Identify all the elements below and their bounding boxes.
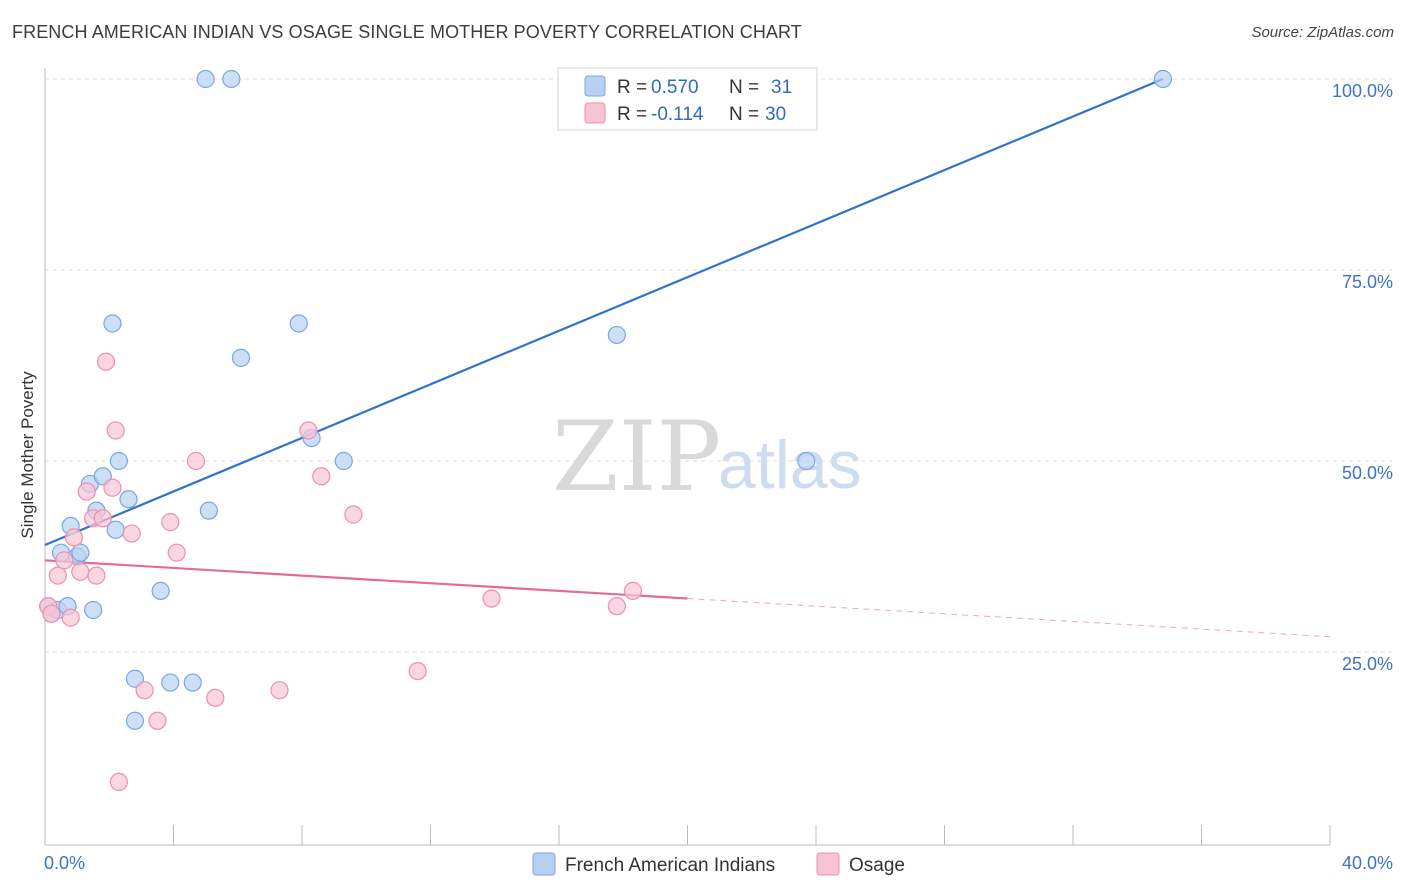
pink-data-point bbox=[167, 543, 186, 562]
blue-data-point bbox=[109, 451, 128, 471]
y-tick-label: 25.0% bbox=[1342, 654, 1393, 674]
data-points bbox=[39, 69, 1173, 791]
bottom-legend: French American Indians Osage bbox=[532, 852, 905, 876]
bottom-legend-swatch-pink bbox=[816, 852, 840, 876]
pink-data-point bbox=[48, 566, 67, 585]
watermark: ZIP atlas bbox=[552, 401, 862, 513]
pink-data-point bbox=[61, 608, 80, 627]
pink-data-point bbox=[103, 478, 122, 497]
blue-trend-line bbox=[44, 77, 1164, 547]
legend-row-pink: R = -0.114 N = 30 bbox=[584, 102, 786, 125]
bottom-legend-swatch-blue bbox=[532, 852, 556, 876]
source-credit: Source: ZipAtlas.com bbox=[1251, 24, 1394, 41]
pink-data-point bbox=[64, 528, 84, 547]
blue-data-point bbox=[607, 325, 626, 345]
pink-data-point bbox=[87, 566, 106, 585]
blue-data-point bbox=[222, 69, 241, 89]
bottom-legend-label-french-american-indians: French American Indians bbox=[565, 855, 775, 876]
blue-data-point bbox=[119, 490, 138, 509]
pink-data-point bbox=[408, 661, 427, 681]
blue-data-point bbox=[71, 543, 90, 562]
y-tick-label: 50.0% bbox=[1342, 463, 1393, 483]
blue-data-point bbox=[797, 451, 816, 471]
legend-row-blue: R = 0.570 N = 31 bbox=[584, 75, 792, 98]
pink-data-point bbox=[344, 505, 363, 524]
pink-data-point bbox=[135, 681, 154, 700]
pink-data-point bbox=[623, 581, 642, 600]
grid bbox=[45, 78, 1392, 653]
blue-data-point bbox=[199, 501, 218, 520]
legend-r-value: 0.570 bbox=[651, 77, 699, 98]
pink-data-point bbox=[96, 352, 116, 371]
blue-data-point bbox=[183, 673, 202, 692]
pink-data-point bbox=[270, 681, 289, 700]
x-tick-labels: 0.0% 40.0% bbox=[44, 853, 1393, 873]
y-tick-label: 100.0% bbox=[1332, 81, 1393, 101]
pink-data-point bbox=[109, 772, 128, 791]
pink-data-point bbox=[148, 711, 167, 730]
blue-data-point bbox=[161, 673, 180, 692]
bottom-legend-label-osage: Osage bbox=[849, 855, 905, 876]
y-tick-label: 75.0% bbox=[1342, 272, 1393, 292]
pink-data-point bbox=[186, 451, 206, 471]
pink-data-point bbox=[122, 524, 141, 543]
pink-trend-line bbox=[44, 559, 688, 600]
blue-data-point bbox=[84, 600, 103, 620]
pink-data-point bbox=[55, 551, 74, 570]
pink-data-point bbox=[93, 509, 112, 528]
y-tick-labels: 25.0% 50.0% 75.0% 100.0% bbox=[1332, 81, 1393, 674]
legend-n-label: N = bbox=[729, 104, 759, 125]
x-tick-label: 40.0% bbox=[1342, 853, 1393, 873]
axes bbox=[44, 68, 1331, 846]
trend-lines bbox=[44, 77, 1331, 638]
blue-data-point bbox=[289, 314, 308, 333]
pink-trend-line-extension bbox=[687, 598, 1331, 638]
pink-data-point bbox=[42, 604, 61, 623]
legend-n-value: 30 bbox=[765, 104, 786, 125]
blue-data-point bbox=[125, 711, 145, 730]
blue-data-point bbox=[334, 451, 353, 471]
watermark-zip: ZIP bbox=[552, 401, 721, 513]
blue-data-point bbox=[1153, 69, 1173, 89]
blue-data-point bbox=[103, 314, 122, 333]
legend-r-label: R = bbox=[617, 77, 647, 98]
legend: R = 0.570 N = 31 R = -0.114 N = 30 bbox=[557, 67, 818, 131]
legend-swatch-blue bbox=[584, 75, 606, 97]
pink-data-point bbox=[299, 421, 318, 440]
chart-title: FRENCH AMERICAN INDIAN VS OSAGE SINGLE M… bbox=[12, 22, 802, 42]
pink-data-point bbox=[77, 482, 96, 501]
y-axis-title: Single Mother Poverty bbox=[18, 371, 37, 539]
blue-data-point bbox=[196, 69, 215, 89]
legend-n-value: 31 bbox=[771, 77, 792, 98]
pink-data-point bbox=[106, 421, 125, 440]
legend-r-value: -0.114 bbox=[651, 104, 704, 125]
pink-data-point bbox=[71, 562, 90, 581]
pink-data-point bbox=[482, 589, 501, 608]
blue-data-point bbox=[231, 348, 251, 367]
legend-n-label: N = bbox=[729, 77, 759, 98]
legend-swatch-pink bbox=[584, 102, 606, 124]
pink-data-point bbox=[161, 513, 180, 532]
pink-data-point bbox=[206, 688, 225, 707]
pink-data-point bbox=[607, 597, 626, 616]
legend-r-label: R = bbox=[617, 104, 647, 125]
watermark-atlas: atlas bbox=[718, 427, 862, 503]
pink-data-point bbox=[312, 467, 331, 486]
blue-data-point bbox=[151, 581, 170, 600]
x-tick-label: 0.0% bbox=[44, 853, 85, 873]
